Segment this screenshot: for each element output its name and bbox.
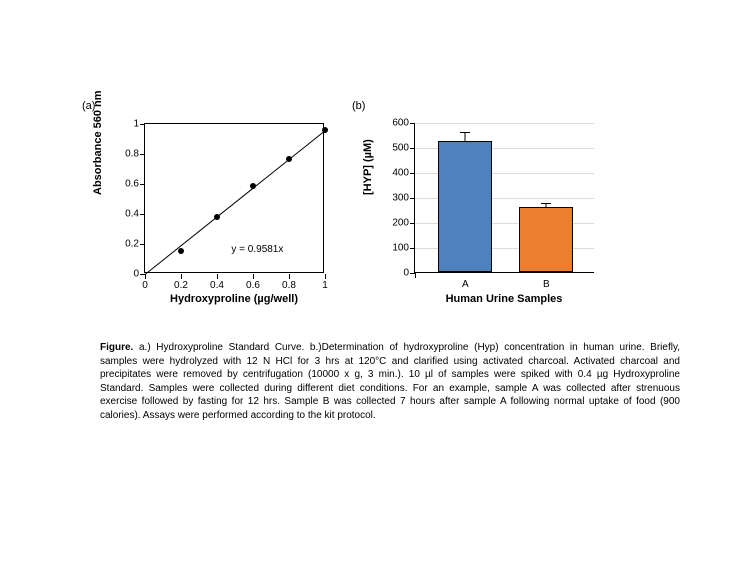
bar-rect [438, 141, 492, 272]
scatter-x-tick [289, 274, 290, 279]
bar-category-label: A [462, 279, 469, 290]
scatter-data-point [322, 127, 328, 133]
scatter-y-axis-label: Absorbance 560 nm [92, 90, 104, 195]
scatter-chart: 00.20.40.60.8100.20.40.60.81y = 0.9581x … [100, 115, 340, 315]
bar-y-tick [410, 248, 415, 249]
scatter-y-tick [140, 124, 145, 125]
bar-chart: 0100200300400500600AB [HYP] (µM) Human U… [370, 115, 610, 315]
scatter-x-tick [253, 274, 254, 279]
scatter-y-tick [140, 154, 145, 155]
bar-plot-area: 0100200300400500600AB [414, 123, 594, 273]
scatter-data-point [214, 214, 220, 220]
scatter-y-tick-label: 0.4 [115, 209, 139, 220]
bar-y-tick [410, 198, 415, 199]
bar-error-cap [460, 132, 470, 133]
panels-row: (a) 00.20.40.60.8100.20.40.60.81y = 0.95… [100, 115, 680, 315]
panel-b: (b) 0100200300400500600AB [HYP] (µM) Hum… [370, 115, 610, 315]
scatter-x-axis-label: Hydroxyproline (µg/well) [144, 293, 324, 305]
panel-a: (a) 00.20.40.60.8100.20.40.60.81y = 0.95… [100, 115, 340, 315]
bar-y-tick [410, 223, 415, 224]
bar-y-tick-label: 500 [385, 143, 409, 154]
scatter-x-tick-label: 0.2 [169, 280, 193, 291]
bar-y-tick [410, 123, 415, 124]
figure-caption: Figure. a.) Hydroxyproline Standard Curv… [100, 341, 680, 422]
scatter-plot-area: 00.20.40.60.8100.20.40.60.81y = 0.9581x [144, 123, 324, 273]
scatter-x-tick [181, 274, 182, 279]
scatter-y-tick [140, 214, 145, 215]
scatter-y-tick [140, 184, 145, 185]
bar-y-axis-label: [HYP] (µM) [362, 139, 374, 195]
scatter-y-tick-label: 0 [115, 269, 139, 280]
bar-category-label: B [543, 279, 550, 290]
bar-y-tick-label: 600 [385, 118, 409, 129]
scatter-y-tick-label: 0.2 [115, 239, 139, 250]
scatter-x-tick [325, 274, 326, 279]
scatter-y-tick [140, 244, 145, 245]
scatter-x-tick-label: 0.6 [241, 280, 265, 291]
scatter-x-tick-label: 0 [133, 280, 157, 291]
scatter-data-point [178, 248, 184, 254]
scatter-y-tick-label: 0.8 [115, 149, 139, 160]
bar-error-line [465, 132, 466, 142]
scatter-x-tick-label: 1 [313, 280, 337, 291]
bar-error-cap [541, 203, 551, 204]
bar-y-tick-label: 400 [385, 168, 409, 179]
bar-y-tick-label: 200 [385, 218, 409, 229]
bar-y-tick [410, 148, 415, 149]
figure-container: (a) 00.20.40.60.8100.20.40.60.81y = 0.95… [100, 115, 680, 422]
bar-y-tick [410, 173, 415, 174]
scatter-x-tick [217, 274, 218, 279]
bar-gridline [415, 123, 594, 124]
bar-x-tick [415, 273, 416, 278]
bar-x-axis-label: Human Urine Samples [414, 293, 594, 305]
bar-y-tick-label: 300 [385, 193, 409, 204]
scatter-equation: y = 0.9581x [231, 244, 283, 255]
scatter-data-point [286, 156, 292, 162]
scatter-y-tick-label: 1 [115, 119, 139, 130]
bar-y-tick-label: 0 [385, 268, 409, 279]
bar-y-tick-label: 100 [385, 243, 409, 254]
caption-lead: Figure. [100, 342, 133, 353]
panel-b-label: (b) [352, 100, 365, 112]
scatter-x-tick-label: 0.4 [205, 280, 229, 291]
scatter-data-point [250, 183, 256, 189]
bar-rect [519, 207, 573, 272]
scatter-y-tick-label: 0.6 [115, 179, 139, 190]
caption-body: a.) Hydroxyproline Standard Curve. b.)De… [100, 342, 680, 421]
scatter-x-tick-label: 0.8 [277, 280, 301, 291]
